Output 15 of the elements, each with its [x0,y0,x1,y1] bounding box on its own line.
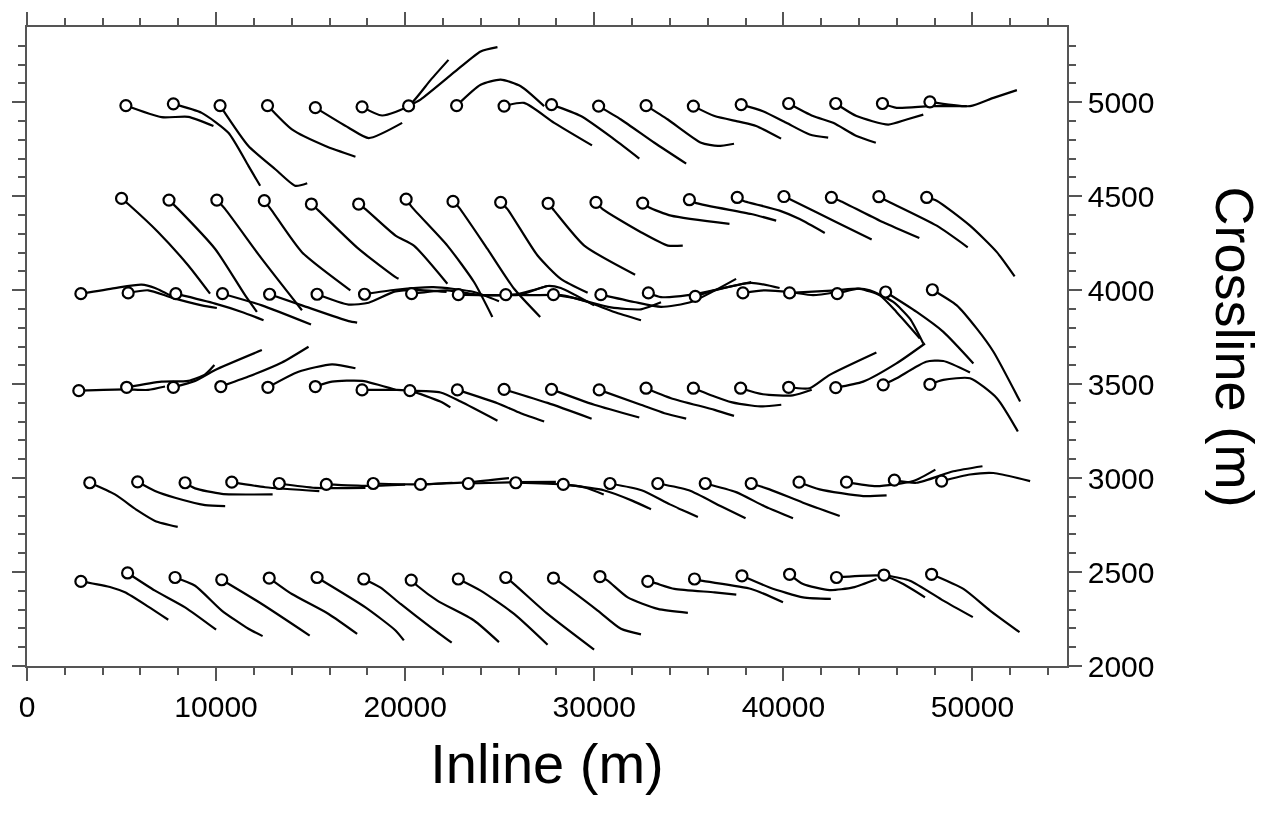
y-tick-label: 2000 [1087,649,1155,683]
y-tick-label: 3000 [1087,461,1155,495]
x-tick-label: 40000 [741,689,826,723]
y-tick-label: 2500 [1087,555,1155,589]
x-tick-label: 10000 [174,689,258,723]
x-tick-label: 0 [18,689,36,723]
x-tick-label: 20000 [363,689,447,723]
y-tick-label: 5000 [1087,85,1155,119]
y-tick-label: 4500 [1087,179,1155,213]
y-axis-title: Crossline (m) [1204,186,1265,508]
x-tick-label: 50000 [930,689,1015,723]
y-tick-label: 3500 [1087,367,1155,401]
x-tick-label: 30000 [552,689,636,723]
y-tick-label: 4000 [1087,273,1155,307]
x-axis-title: Inline (m) [430,731,664,795]
